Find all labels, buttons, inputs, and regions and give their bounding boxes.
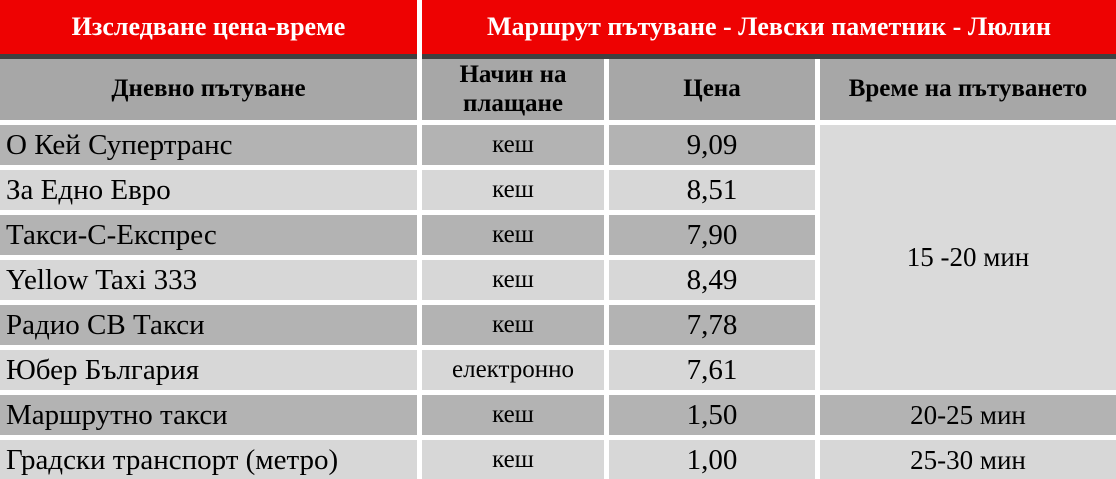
column-header-payment-method: Начин на плащане — [422, 59, 604, 120]
payment-cell: кеш — [422, 125, 604, 165]
price-cell: 8,49 — [609, 260, 815, 300]
price-cell: 8,51 — [609, 170, 815, 210]
price-cell: 7,78 — [609, 305, 815, 345]
company-cell: Такси-С-Експрес — [0, 215, 417, 255]
company-cell: Радио СВ Такси — [0, 305, 417, 345]
column-header-price: Цена — [609, 59, 815, 120]
company-cell: Маршрутно такси — [0, 395, 417, 435]
payment-cell: електронно — [422, 350, 604, 390]
time-cell: 20-25 мин — [820, 395, 1116, 435]
payment-cell: кеш — [422, 215, 604, 255]
price-cell: 1,50 — [609, 395, 815, 435]
payment-cell: кеш — [422, 395, 604, 435]
price-cell: 7,61 — [609, 350, 815, 390]
payment-cell: кеш — [422, 170, 604, 210]
price-cell: 1,00 — [609, 440, 815, 479]
time-cell: 25-30 мин — [820, 440, 1116, 479]
merged-time-cell: 15 -20 мин — [820, 125, 1116, 390]
route-title-cell: Маршрут пътуване - Левски паметник - Люл… — [422, 0, 1116, 54]
payment-cell: кеш — [422, 440, 604, 479]
company-cell: О Кей Супертранс — [0, 125, 417, 165]
column-header-travel-time: Време на пътуването — [820, 59, 1116, 120]
payment-cell: кеш — [422, 305, 604, 345]
company-cell: Градски транспорт (метро) — [0, 440, 417, 479]
company-cell: За Едно Евро — [0, 170, 417, 210]
price-cell: 9,09 — [609, 125, 815, 165]
table-title-cell: Изследване цена-време — [0, 0, 417, 54]
column-header-daily-trip: Дневно пътуване — [0, 59, 417, 120]
company-cell: Yellow Taxi 333 — [0, 260, 417, 300]
payment-cell: кеш — [422, 260, 604, 300]
company-cell: Юбер България — [0, 350, 417, 390]
price-cell: 7,90 — [609, 215, 815, 255]
